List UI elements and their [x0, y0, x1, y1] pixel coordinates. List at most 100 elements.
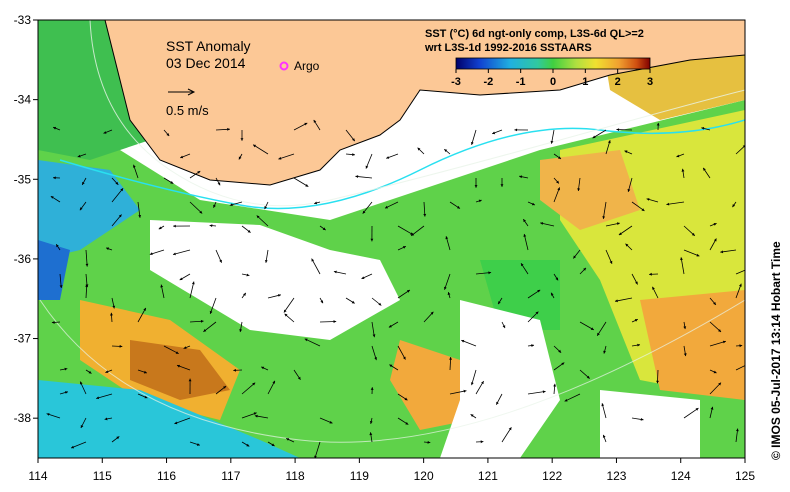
current-vector-head — [720, 250, 724, 254]
current-vector-head — [474, 185, 478, 188]
current-vector-head — [200, 319, 204, 323]
current-vector-head — [625, 243, 629, 247]
current-vector-head — [112, 305, 116, 309]
current-vector-head — [110, 312, 113, 316]
current-vector-head — [617, 222, 620, 226]
current-vector-head — [583, 267, 586, 271]
current-vector — [683, 249, 700, 257]
current-vector-head — [322, 227, 326, 231]
current-vector-head — [640, 418, 644, 421]
current-vector-head — [120, 188, 124, 192]
current-vector-head — [64, 367, 68, 371]
current-vector — [410, 225, 425, 237]
current-vector-head — [602, 216, 606, 219]
current-vector-head — [402, 246, 406, 249]
current-vector-head — [85, 284, 89, 287]
current-vector — [523, 233, 529, 251]
current-vector-head — [406, 290, 410, 293]
vector-scale-label: 0.5 m/s — [166, 103, 209, 118]
current-vector-head — [641, 208, 645, 211]
current-vector-head — [256, 215, 260, 219]
current-vector-head — [586, 375, 590, 379]
current-vector-head — [278, 294, 281, 297]
current-vector-head — [470, 142, 474, 145]
current-vector-head — [56, 244, 59, 248]
current-vector-head — [508, 427, 512, 431]
current-vector-head — [386, 156, 390, 159]
current-vector-head — [191, 281, 195, 285]
current-vector-head — [82, 181, 85, 185]
current-vector-head — [175, 351, 179, 354]
current-vector-head — [683, 353, 687, 357]
current-vector-head — [403, 356, 406, 360]
current-vector-head — [718, 382, 721, 386]
current-vector-head — [470, 382, 474, 386]
current-vector-head — [531, 344, 534, 347]
current-vector-head — [51, 321, 55, 324]
colorbar-tick-label: 1 — [582, 76, 588, 88]
current-vector-head — [53, 176, 56, 180]
x-tick-label: 114 — [28, 469, 47, 483]
current-vector-head — [553, 383, 557, 387]
current-vector-head — [286, 438, 290, 441]
current-vector-head — [492, 131, 496, 135]
x-tick-label: 118 — [286, 469, 305, 483]
current-vector-head — [540, 222, 544, 225]
current-vector-head — [355, 175, 359, 178]
current-vector-head — [703, 167, 706, 171]
current-vector-head — [261, 366, 265, 370]
current-vector-head — [80, 381, 83, 385]
x-tick-label: 115 — [93, 469, 112, 483]
current-vector — [203, 321, 217, 333]
current-vector-head — [304, 122, 308, 126]
current-vector-head — [746, 364, 749, 367]
current-vector-head — [143, 370, 147, 374]
current-vector — [596, 321, 607, 337]
current-vector-head — [557, 187, 560, 191]
current-vector-head — [680, 257, 683, 261]
current-vector-head — [106, 247, 109, 251]
current-vector — [209, 297, 217, 315]
current-vector-head — [550, 140, 554, 144]
current-vector-head — [656, 122, 660, 126]
current-vector-head — [227, 127, 230, 131]
current-vector — [137, 201, 141, 218]
current-vector-head — [463, 389, 467, 393]
current-vector-head — [174, 421, 178, 425]
current-vector-head — [246, 273, 250, 277]
vector-scale-arrow-icon — [168, 88, 196, 96]
colorbar-title-line2: wrt L3S-1d 1992-2016 SSTAARS — [424, 42, 592, 54]
current-vector-head — [404, 397, 408, 401]
current-vector-head — [601, 403, 605, 407]
current-vector — [564, 393, 581, 402]
current-vector-head — [313, 119, 317, 123]
current-vector — [666, 201, 685, 205]
current-vector — [709, 340, 727, 347]
current-vector-head — [272, 380, 275, 384]
current-vector — [189, 201, 203, 214]
current-vector-head — [635, 281, 638, 285]
current-vector-head — [713, 223, 717, 226]
current-vector-head — [116, 436, 120, 440]
map-title: SST Anomaly — [166, 38, 251, 54]
current-vector-head — [209, 224, 213, 228]
current-vector — [319, 321, 337, 323]
current-vector-head — [77, 154, 81, 158]
current-vector-head — [351, 300, 355, 304]
current-vector-head — [320, 300, 323, 304]
current-vector-head — [627, 189, 631, 192]
x-tick-label: 123 — [606, 469, 626, 483]
y-axis: -33 -34 -35 -36 -37 -38 — [14, 13, 38, 425]
current-vector-head — [637, 343, 640, 347]
current-vector-head — [149, 252, 153, 255]
current-vector-head — [88, 370, 92, 374]
current-vector-head — [378, 302, 382, 306]
current-vector-head — [217, 182, 221, 186]
current-vector-head — [739, 344, 743, 348]
current-vector-head — [523, 219, 526, 223]
current-vector-head — [480, 440, 484, 444]
current-vector-head — [423, 213, 427, 217]
current-vector — [618, 225, 633, 236]
current-vector-head — [229, 203, 233, 207]
